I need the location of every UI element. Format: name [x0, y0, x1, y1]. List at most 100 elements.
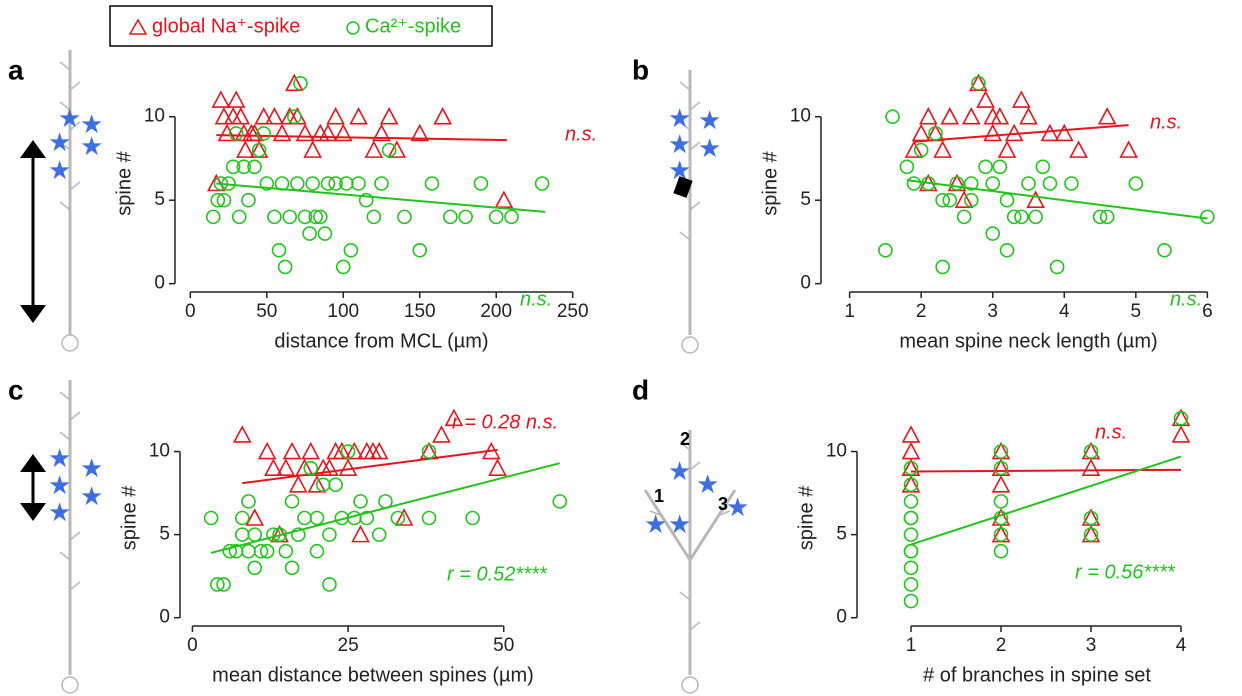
star: ★ [668, 509, 691, 539]
star: ★ [698, 105, 721, 135]
circle-point [216, 577, 231, 592]
triangle-point [918, 107, 938, 125]
triangle-point [272, 123, 292, 142]
x-tick-label: 0 [187, 635, 198, 656]
fit-line [216, 182, 546, 213]
triangle-point [364, 140, 384, 158]
branch-label: 1 [654, 486, 664, 506]
y-tick-label: 10 [790, 106, 811, 127]
x-tick-label: 1 [844, 301, 855, 322]
circle-point [309, 510, 325, 526]
circle-point [993, 543, 1009, 559]
panel-label: d [632, 374, 649, 405]
circle-point [1035, 159, 1051, 175]
star: ★ [48, 497, 71, 527]
circle-point [1049, 259, 1065, 275]
legend-label: Ca²⁺-spike [365, 15, 461, 37]
circle-point [963, 192, 979, 208]
circle-point [241, 494, 256, 509]
triangle-point [1012, 90, 1031, 108]
circle-point [1083, 444, 1099, 459]
circle-point [303, 460, 319, 476]
star: ★ [80, 453, 103, 483]
x-tick-label: 2 [996, 635, 1007, 656]
circle-point [374, 176, 389, 191]
circle-point [290, 527, 306, 542]
x-tick-label: 100 [327, 301, 359, 322]
branch-label: 2 [680, 429, 690, 449]
circle-point [284, 560, 300, 576]
triangle-point [257, 441, 277, 460]
fit-annotation: n.s. [1150, 111, 1182, 133]
triangle-point [1054, 123, 1074, 142]
triangle-point [265, 107, 284, 125]
circle-point [1200, 209, 1215, 225]
circle-point [899, 159, 915, 175]
fit-line [906, 179, 1208, 220]
circle-point [903, 560, 919, 576]
circle-point [999, 192, 1015, 208]
triangle-point [1081, 458, 1101, 476]
y-tick-label: 10 [149, 441, 170, 462]
circle-point [928, 126, 943, 141]
circle-point [225, 159, 241, 175]
triangle-point [1119, 140, 1139, 158]
triangle-point [911, 123, 931, 142]
fit-annotation: r = 0.52**** [447, 563, 548, 585]
triangle-point [1040, 123, 1060, 142]
triangle-point [1026, 190, 1045, 208]
fit-line [210, 462, 561, 554]
triangle-point [231, 107, 251, 125]
circle-point [381, 142, 397, 158]
y-tick-label: 0 [836, 607, 847, 628]
circle-point [205, 209, 221, 225]
star: ★ [58, 103, 81, 133]
circle-point [421, 510, 437, 526]
circle-point [458, 209, 473, 225]
triangle-point [284, 73, 304, 92]
x-tick-label: 25 [338, 635, 359, 656]
triangle-point [276, 458, 296, 476]
circle-point [236, 159, 252, 175]
x-axis-label: mean spine neck length (µm) [899, 330, 1157, 352]
circle-point [210, 192, 226, 208]
y-tick-label: 0 [154, 273, 165, 294]
circle-point [267, 209, 282, 225]
circle-point [488, 209, 504, 225]
circle-point [359, 510, 375, 526]
star: ★ [668, 155, 691, 185]
panel-label: b [632, 54, 649, 85]
y-axis-label: spine # [759, 150, 781, 215]
triangle-point [254, 107, 274, 125]
circle-point [293, 76, 308, 91]
circle-point [322, 577, 337, 592]
star: ★ [80, 109, 103, 139]
triangle-point [387, 140, 407, 158]
triangle-point [901, 441, 921, 460]
legend-marker [128, 18, 148, 35]
fit-annotation: n.s. [520, 288, 552, 310]
panel-label: c [8, 374, 24, 405]
x-tick-label: 2 [916, 301, 927, 322]
circle-point [203, 510, 219, 526]
triangle-point [901, 425, 921, 443]
circle-point [222, 543, 238, 559]
x-tick-label: 4 [1176, 635, 1187, 656]
circle-point [885, 109, 900, 125]
star: ★ [48, 127, 71, 157]
neuron-diagram: ★ ★ ★ ★ ★ [20, 380, 103, 694]
circle-point [978, 159, 993, 175]
fit-annotation: n.s. [565, 123, 597, 145]
triangle-point [1171, 425, 1191, 443]
triangle-point [226, 90, 246, 108]
circle-point [241, 192, 256, 208]
y-axis-label: spine # [113, 150, 135, 215]
circle-point [297, 209, 313, 225]
circle-point [231, 209, 247, 225]
y-axis-label: spine # [795, 485, 817, 550]
circle-point [397, 209, 412, 225]
star: ★ [48, 155, 71, 185]
circle-point [353, 494, 368, 509]
fit-annotation: r = 0.56**** [1075, 561, 1176, 583]
